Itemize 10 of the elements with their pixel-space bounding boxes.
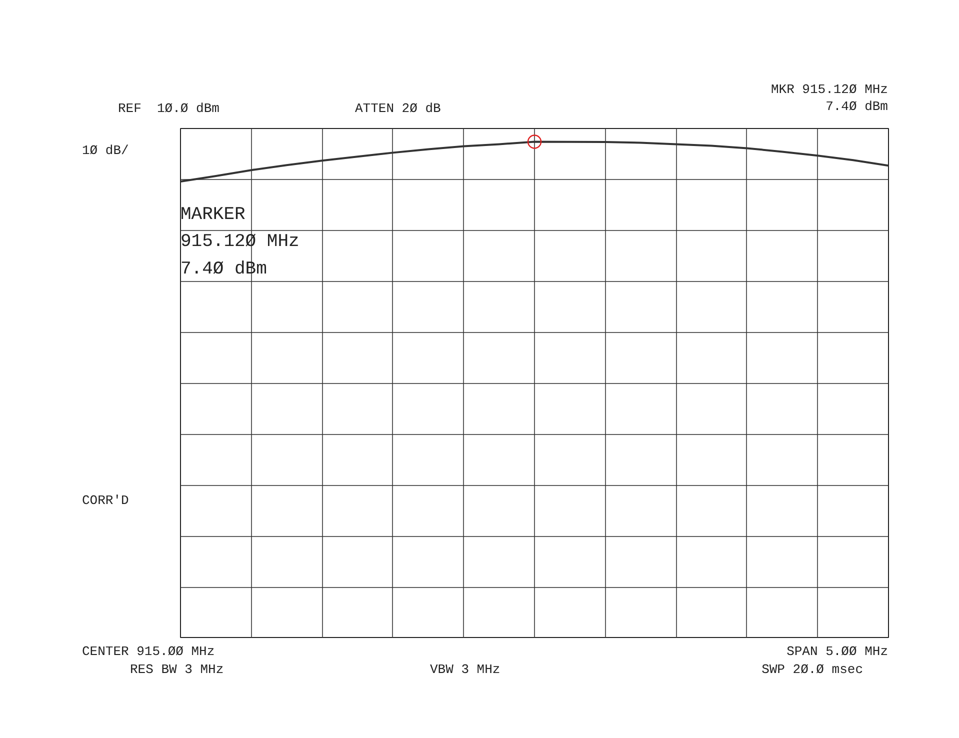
text: CENTER 915.ØØ MHz	[82, 643, 215, 660]
text: ATTEN 2Ø dB	[355, 100, 441, 117]
text: SPAN 5.ØØ MHz	[786, 643, 888, 660]
text: VBW 3 MHz	[430, 661, 500, 678]
text: CORR'D	[82, 492, 129, 509]
text: SWP 2Ø.Ø msec	[762, 661, 863, 678]
text: MKR 915.12Ø MHz 7.4Ø dBm	[770, 81, 888, 115]
text: RES BW 3 MHz	[130, 661, 224, 678]
text: REF 1Ø.Ø dBm	[118, 100, 220, 117]
text: 1Ø dB/	[82, 142, 129, 159]
